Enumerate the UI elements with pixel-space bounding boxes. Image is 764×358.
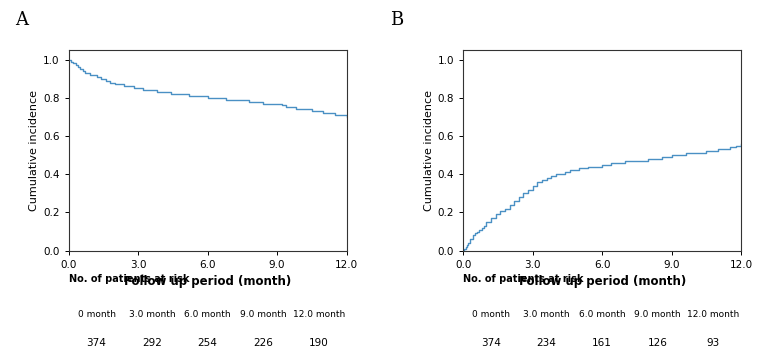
Text: 3.0 month: 3.0 month xyxy=(129,310,176,319)
Text: 9.0 month: 9.0 month xyxy=(634,310,681,319)
Text: 126: 126 xyxy=(648,338,668,348)
Text: 254: 254 xyxy=(198,338,218,348)
Text: 292: 292 xyxy=(142,338,162,348)
Text: 234: 234 xyxy=(536,338,556,348)
Text: 161: 161 xyxy=(592,338,612,348)
Text: 12.0 month: 12.0 month xyxy=(293,310,345,319)
Y-axis label: Cumulative incidence: Cumulative incidence xyxy=(423,90,433,211)
X-axis label: Follow up period (month): Follow up period (month) xyxy=(124,275,291,288)
Text: 93: 93 xyxy=(707,338,720,348)
Text: No. of patients at risk: No. of patients at risk xyxy=(463,274,584,284)
Text: 9.0 month: 9.0 month xyxy=(240,310,286,319)
X-axis label: Follow up period (month): Follow up period (month) xyxy=(519,275,686,288)
Text: 0 month: 0 month xyxy=(77,310,115,319)
Y-axis label: Cumulative incidence: Cumulative incidence xyxy=(29,90,39,211)
Text: B: B xyxy=(390,11,403,29)
Text: 374: 374 xyxy=(86,338,106,348)
Text: 6.0 month: 6.0 month xyxy=(579,310,626,319)
Text: 374: 374 xyxy=(481,338,501,348)
Text: A: A xyxy=(15,11,28,29)
Text: 6.0 month: 6.0 month xyxy=(184,310,231,319)
Text: 226: 226 xyxy=(254,338,274,348)
Text: 190: 190 xyxy=(309,338,329,348)
Text: 3.0 month: 3.0 month xyxy=(523,310,570,319)
Text: 0 month: 0 month xyxy=(472,310,510,319)
Text: 12.0 month: 12.0 month xyxy=(687,310,740,319)
Text: No. of patients at risk: No. of patients at risk xyxy=(69,274,189,284)
